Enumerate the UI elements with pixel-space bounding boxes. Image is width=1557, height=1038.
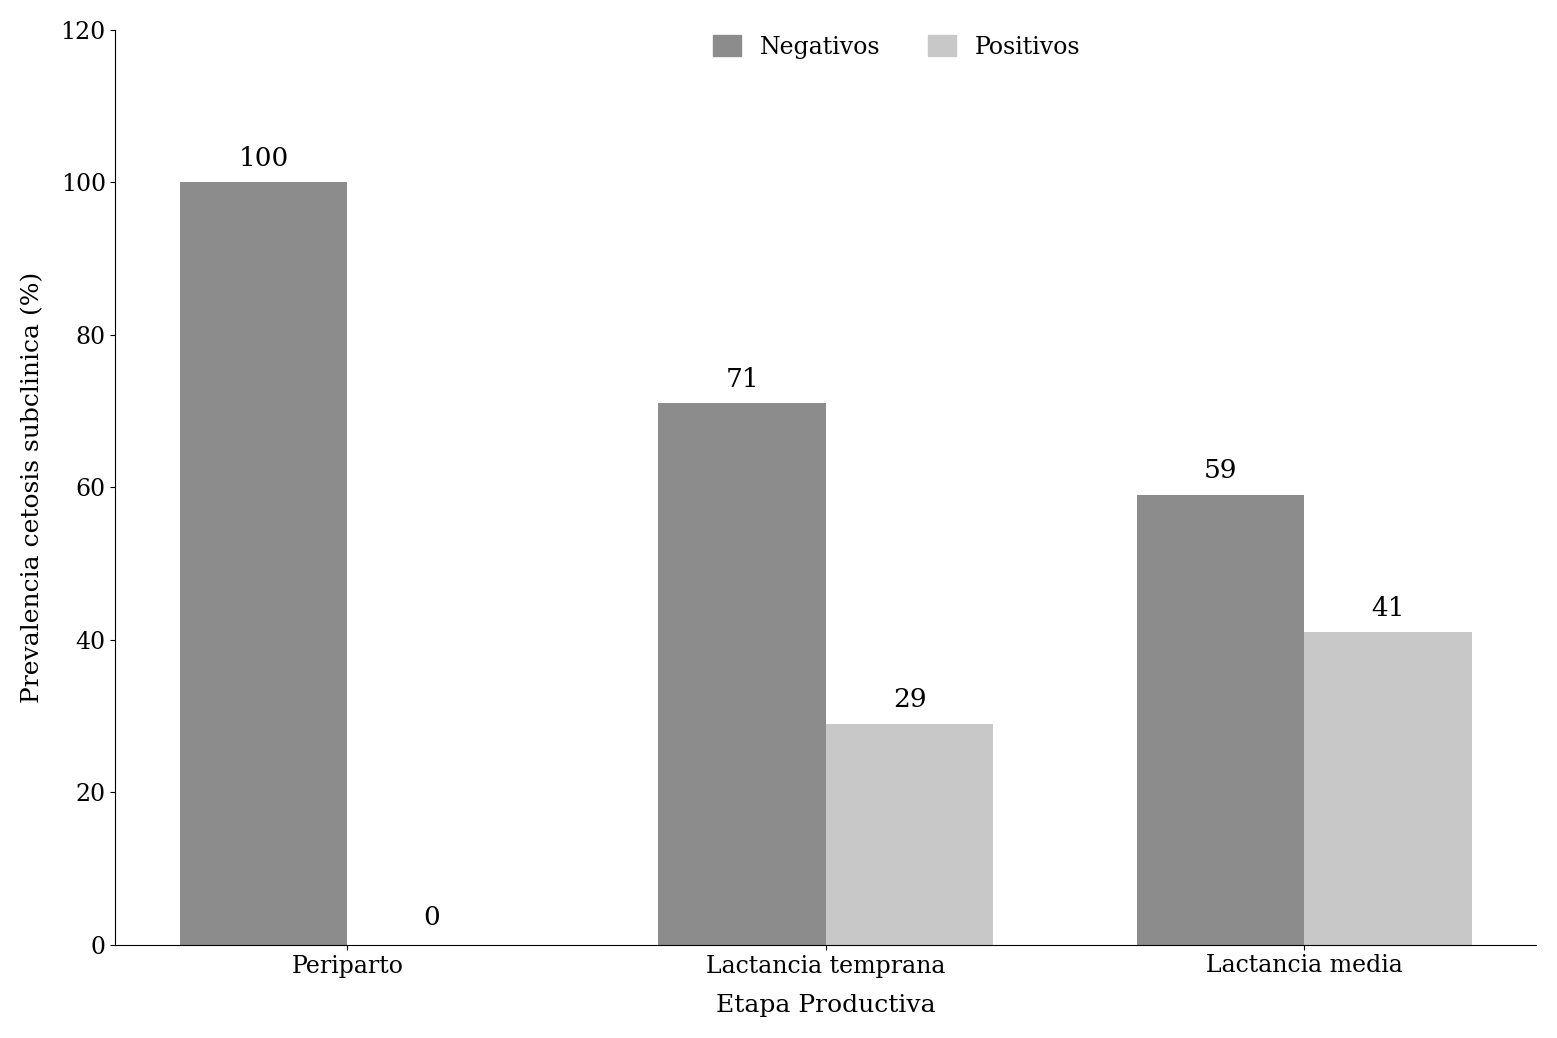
Text: 71: 71 — [726, 367, 758, 392]
Bar — [1305, 632, 1471, 945]
Legend: Negativos, Positivos: Negativos, Positivos — [701, 23, 1093, 71]
Text: 0: 0 — [424, 904, 439, 929]
Bar — [659, 404, 825, 945]
Text: 59: 59 — [1204, 459, 1238, 484]
Text: 41: 41 — [1372, 596, 1404, 621]
Text: 29: 29 — [892, 687, 926, 712]
Bar — [1137, 495, 1305, 945]
Bar — [181, 183, 347, 945]
X-axis label: Etapa Productiva: Etapa Productiva — [716, 994, 936, 1017]
Bar — [825, 723, 993, 945]
Text: 100: 100 — [238, 146, 290, 171]
Y-axis label: Prevalencia cetosis subclinica (%): Prevalencia cetosis subclinica (%) — [20, 272, 44, 703]
